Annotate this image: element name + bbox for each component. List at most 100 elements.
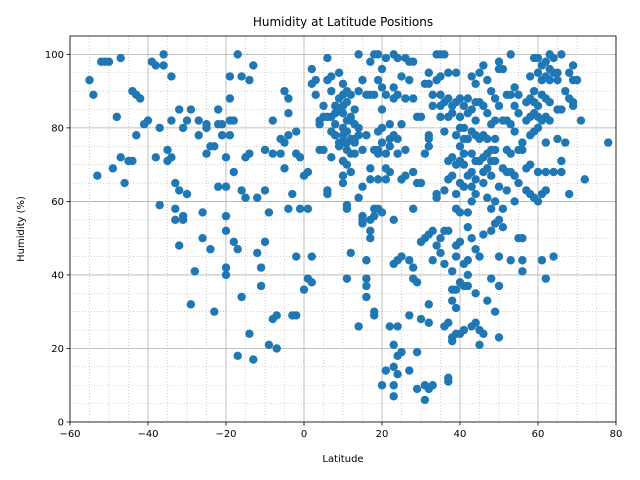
data-point (487, 86, 496, 96)
data-point (256, 263, 266, 272)
data-point (557, 156, 566, 166)
tick-labels: −60 −40 −20 0 20 40 60 80 0 20 40 60 80 100 (45, 50, 622, 440)
data-point (494, 101, 504, 111)
data-point (451, 131, 461, 140)
data-point (295, 204, 305, 213)
data-point (284, 109, 293, 118)
data-point (280, 164, 289, 173)
data-point (428, 256, 437, 265)
data-point (299, 285, 309, 294)
data-point (483, 134, 492, 144)
data-point (463, 281, 472, 291)
data-point (136, 94, 145, 103)
data-point (557, 50, 566, 59)
data-point (182, 189, 192, 199)
data-point (362, 292, 371, 302)
x-tick-label: 60 (532, 429, 545, 440)
y-tick-label: 0 (58, 418, 64, 429)
data-point (284, 204, 293, 213)
data-point (436, 233, 445, 243)
data-point (451, 285, 461, 294)
data-point (467, 197, 476, 206)
data-point (494, 333, 504, 342)
data-point (284, 94, 293, 103)
data-point (89, 90, 98, 100)
data-point (381, 366, 391, 375)
data-point (397, 72, 406, 81)
data-point (175, 241, 184, 250)
data-point (311, 90, 320, 100)
data-point (405, 256, 414, 265)
data-point (479, 329, 488, 338)
axes-frame (69, 35, 617, 423)
data-point (338, 178, 348, 188)
data-point (381, 90, 391, 100)
data-point (529, 86, 539, 96)
data-point (549, 53, 558, 63)
data-point (311, 75, 320, 85)
data-point (487, 274, 496, 283)
data-point (463, 222, 472, 232)
data-point (490, 116, 500, 125)
data-point (350, 105, 359, 114)
data-point (565, 68, 574, 77)
data-point (346, 248, 355, 258)
data-point (510, 171, 519, 180)
data-point (459, 325, 469, 335)
data-point (292, 127, 301, 136)
data-point (412, 384, 422, 394)
y-tick-label: 60 (51, 197, 64, 208)
data-point (568, 61, 578, 70)
data-point (225, 94, 235, 103)
data-point (214, 182, 223, 191)
data-point (479, 61, 488, 70)
data-point (155, 123, 164, 133)
data-point (120, 178, 129, 188)
data-point (221, 270, 231, 280)
data-point (424, 68, 433, 77)
data-point (303, 204, 313, 213)
data-point (190, 267, 199, 276)
data-point (420, 149, 430, 158)
data-point (541, 167, 550, 177)
data-point (249, 355, 258, 364)
data-point (487, 204, 496, 213)
data-point (202, 120, 211, 129)
data-point (393, 370, 402, 379)
data-point (479, 178, 488, 188)
data-point (444, 377, 453, 386)
data-point (151, 153, 160, 162)
data-point (494, 252, 504, 261)
data-point (502, 186, 511, 195)
data-point (459, 101, 469, 111)
data-point (350, 149, 359, 158)
y-tick-label: 80 (51, 123, 64, 134)
data-point (370, 90, 379, 100)
x-tick-label: 80 (610, 429, 623, 440)
y-tick-label: 20 (51, 344, 64, 355)
data-point (448, 171, 457, 180)
data-point (436, 248, 445, 258)
data-point (604, 138, 613, 147)
data-point (448, 153, 457, 162)
data-point (580, 175, 589, 184)
chart-title: Humidity at Latitude Positions (253, 15, 433, 29)
data-point (221, 211, 231, 221)
data-point (428, 90, 437, 100)
data-point (459, 149, 469, 158)
data-point (467, 149, 476, 158)
data-point (128, 156, 137, 166)
data-point (506, 90, 515, 100)
data-point (541, 274, 550, 283)
data-point (553, 134, 562, 144)
data-point (276, 149, 285, 158)
data-point (428, 226, 437, 236)
data-point (444, 318, 453, 327)
data-point (533, 68, 543, 77)
data-point (389, 340, 398, 349)
data-point (405, 75, 414, 85)
data-point (182, 116, 192, 125)
data-point (526, 72, 535, 81)
data-point (455, 94, 465, 103)
data-point (424, 79, 433, 88)
